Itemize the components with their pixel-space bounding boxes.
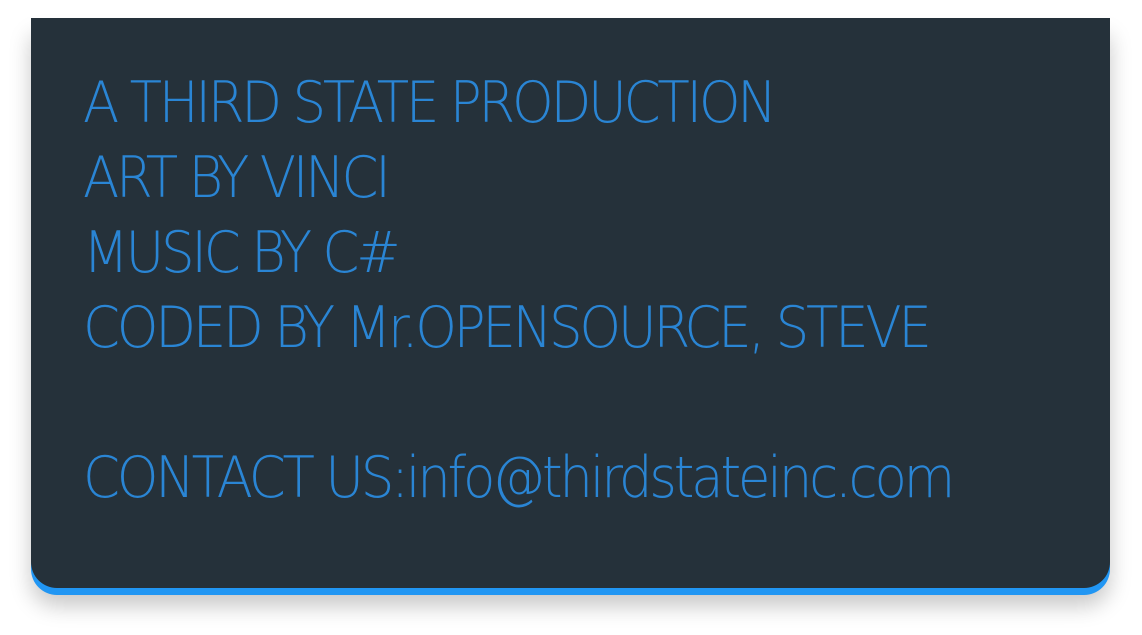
credit-music: MUSIC BY C# — [83, 220, 401, 286]
credit-code: CODED BY Mr.OPENSOURCE, STEVE — [83, 295, 932, 361]
credits-list: A THIRD STATE PRODUCTION ART BY VINCI MU… — [83, 66, 1017, 516]
credit-production: A THIRD STATE PRODUCTION — [83, 70, 777, 136]
credit-art: ART BY VINCI — [83, 145, 391, 211]
contact-line: CONTACT US:info@thirdstateinc.com — [83, 445, 955, 511]
credits-spacer — [83, 366, 1017, 441]
credits-panel: A THIRD STATE PRODUCTION ART BY VINCI MU… — [31, 18, 1110, 588]
